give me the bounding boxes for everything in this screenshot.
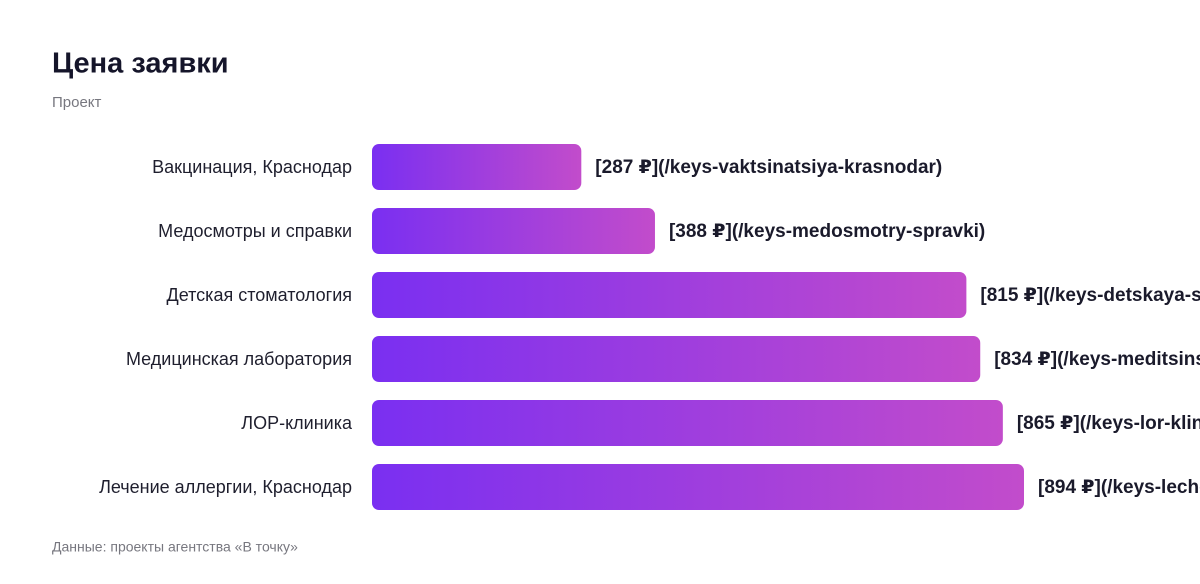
value-label: [894 ₽](/keys-lechenie-allergii-krasnoda… xyxy=(1038,477,1200,498)
value-label: [287 ₽](/keys-vaktsinatsiya-krasnodar) xyxy=(595,157,942,178)
chart-subtitle: Проект xyxy=(52,94,102,111)
chart-title: Цена заявки xyxy=(52,48,229,80)
category-label: Лечение аллергии, Краснодар xyxy=(99,477,352,497)
category-label: Детская стоматология xyxy=(167,285,352,305)
bar xyxy=(372,208,655,254)
bar xyxy=(372,400,1003,446)
category-label: Медосмотры и справки xyxy=(158,221,352,241)
category-label: Вакцинация, Краснодар xyxy=(152,157,352,177)
bar xyxy=(372,464,1024,510)
bar xyxy=(372,272,967,318)
bar xyxy=(372,144,582,190)
category-label: Медицинская лаборатория xyxy=(126,349,352,369)
category-label: ЛОР-клиника xyxy=(241,413,353,433)
value-label: [865 ₽](/keys-lor-klinika) xyxy=(1017,413,1200,434)
value-label: [834 ₽](/keys-meditsinskaya-laboratoriya… xyxy=(994,349,1200,370)
value-label: [815 ₽](/keys-detskaya-stomatologiya) xyxy=(980,285,1200,306)
bar xyxy=(372,336,981,382)
source-note: Данные: проекты агентства «В точку» xyxy=(52,539,298,555)
value-label: [388 ₽](/keys-medosmotry-spravki) xyxy=(669,221,985,242)
